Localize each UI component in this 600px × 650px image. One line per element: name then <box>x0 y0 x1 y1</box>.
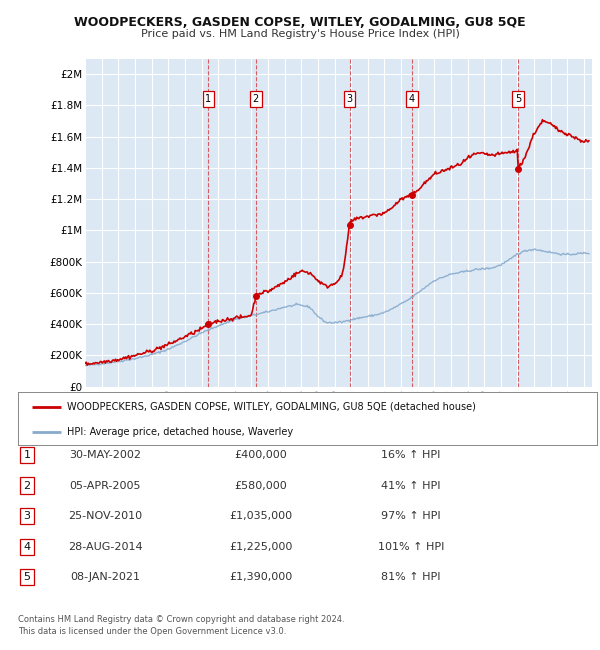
Text: 81% ↑ HPI: 81% ↑ HPI <box>381 572 441 582</box>
Text: £1,225,000: £1,225,000 <box>229 541 293 552</box>
Text: 1: 1 <box>23 450 31 460</box>
Text: Price paid vs. HM Land Registry's House Price Index (HPI): Price paid vs. HM Land Registry's House … <box>140 29 460 39</box>
Text: 3: 3 <box>23 511 31 521</box>
Text: 5: 5 <box>23 572 31 582</box>
Text: 30-MAY-2002: 30-MAY-2002 <box>69 450 141 460</box>
Text: 97% ↑ HPI: 97% ↑ HPI <box>381 511 441 521</box>
Text: 25-NOV-2010: 25-NOV-2010 <box>68 511 142 521</box>
Text: £1,035,000: £1,035,000 <box>229 511 293 521</box>
Text: 101% ↑ HPI: 101% ↑ HPI <box>378 541 444 552</box>
Text: 3: 3 <box>346 94 353 104</box>
Text: 2: 2 <box>23 480 31 491</box>
Text: 4: 4 <box>409 94 415 104</box>
Text: 41% ↑ HPI: 41% ↑ HPI <box>381 480 441 491</box>
Text: 4: 4 <box>23 541 31 552</box>
Text: 05-APR-2005: 05-APR-2005 <box>69 480 141 491</box>
Text: 2: 2 <box>253 94 259 104</box>
Text: 1: 1 <box>205 94 211 104</box>
Text: WOODPECKERS, GASDEN COPSE, WITLEY, GODALMING, GU8 5QE: WOODPECKERS, GASDEN COPSE, WITLEY, GODAL… <box>74 16 526 29</box>
Text: HPI: Average price, detached house, Waverley: HPI: Average price, detached house, Wave… <box>67 427 293 437</box>
Text: £400,000: £400,000 <box>235 450 287 460</box>
Text: Contains HM Land Registry data © Crown copyright and database right 2024.: Contains HM Land Registry data © Crown c… <box>18 615 344 624</box>
Text: This data is licensed under the Open Government Licence v3.0.: This data is licensed under the Open Gov… <box>18 627 286 636</box>
Text: £580,000: £580,000 <box>235 480 287 491</box>
Text: 5: 5 <box>515 94 521 104</box>
Text: WOODPECKERS, GASDEN COPSE, WITLEY, GODALMING, GU8 5QE (detached house): WOODPECKERS, GASDEN COPSE, WITLEY, GODAL… <box>67 402 476 412</box>
Text: £1,390,000: £1,390,000 <box>229 572 293 582</box>
Text: 08-JAN-2021: 08-JAN-2021 <box>70 572 140 582</box>
Text: 28-AUG-2014: 28-AUG-2014 <box>68 541 142 552</box>
Text: 16% ↑ HPI: 16% ↑ HPI <box>382 450 440 460</box>
